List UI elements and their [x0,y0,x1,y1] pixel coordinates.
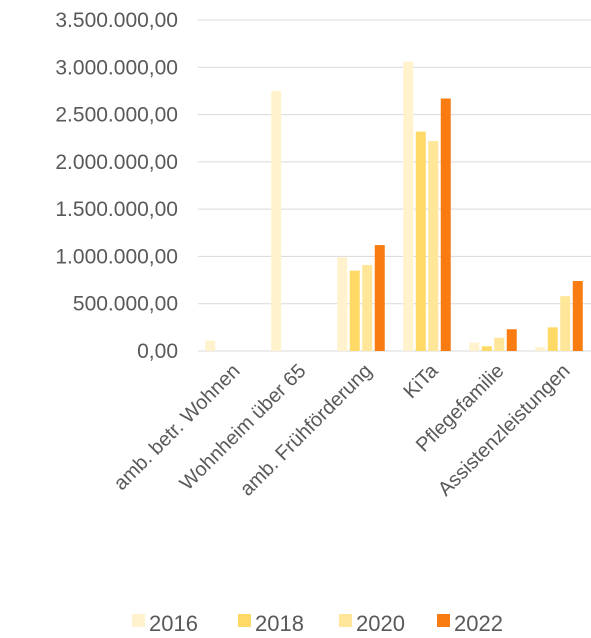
legend-swatch-2020 [339,614,352,627]
bar-2020 [494,337,505,351]
bar-2022 [572,281,583,351]
x-category-label: amb. Frühförderung [236,360,377,501]
x-category-label: amb. betr. Wohnen [110,360,245,495]
bar-2016 [271,90,282,351]
y-tick-label: 0,00 [137,340,178,363]
bar-2020 [428,141,439,351]
y-axis-tick-labels: 0,00 500.000,00 1.000.000,00 1.500.000,00 2.… [55,9,178,363]
bar-2022 [506,329,517,351]
bar-2018 [349,270,360,351]
legend-swatch-2022 [437,614,450,627]
bar-2016 [535,347,546,351]
y-tick-label: 500.000,00 [73,293,178,316]
legend-swatch-2018 [238,614,251,627]
x-category-label: Assistenzleistungen [434,360,575,501]
bar-2018 [481,346,492,351]
bar-2016 [205,340,216,351]
legend-label: 2016 [149,611,198,636]
y-tick-label: 1.000.000,00 [55,245,178,268]
bars [205,61,583,352]
x-category-label: Wohnheim über 65 [176,360,311,495]
y-tick-label: 3.500.000,00 [55,9,178,32]
bar-2016 [469,342,480,351]
y-tick-label: 1.500.000,00 [55,198,178,221]
y-tick-label: 2.500.000,00 [55,104,178,127]
bar-2016 [337,257,348,351]
bar-2016 [403,61,414,352]
legend-label: 2022 [454,611,503,636]
bar-2022 [374,245,385,351]
bar-2020 [362,264,373,351]
bar-2018 [415,131,426,351]
legend-label: 2020 [356,611,405,636]
legend-label: 2018 [255,611,304,636]
y-tick-label: 2.000.000,00 [55,151,178,174]
legend-swatch-2016 [132,614,145,627]
x-category-label: KiTa [399,359,443,403]
legend: 2016 2018 2020 2022 [132,611,503,636]
bar-2022 [440,98,451,351]
bar-2018 [547,327,558,351]
y-tick-label: 3.000.000,00 [55,56,178,79]
bar-2020 [560,296,571,351]
gridlines [198,19,591,352]
